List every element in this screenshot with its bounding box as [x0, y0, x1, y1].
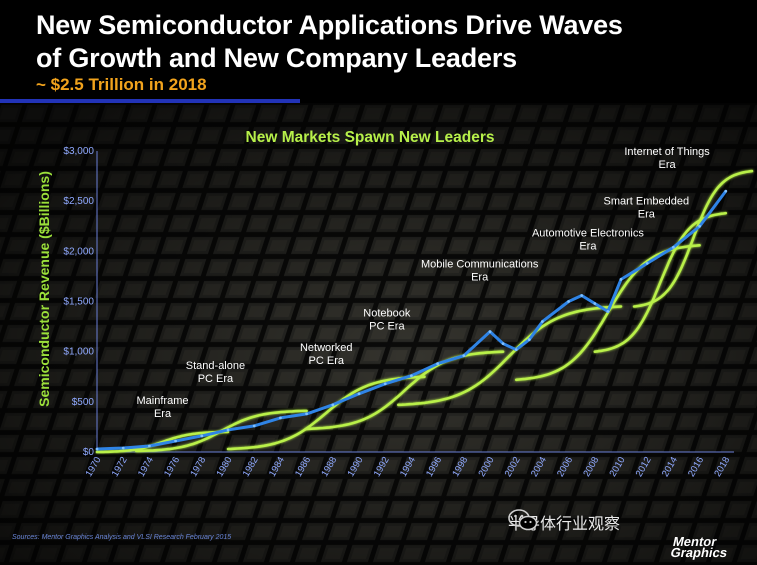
era-curve — [305, 350, 505, 431]
era-label: Networked PC Era — [300, 342, 353, 367]
revenue-point — [200, 434, 204, 438]
revenue-point — [174, 439, 178, 443]
revenue-point — [305, 412, 308, 416]
y-axis-label: Semiconductor Revenue ($Billions) — [36, 171, 52, 407]
revenue-point — [436, 362, 439, 366]
source-note: Sources: Mentor Graphics Analysis and VL… — [12, 534, 232, 541]
revenue-point — [148, 444, 151, 448]
revenue-point — [593, 302, 597, 305]
slide-subtitle: ~ $2.5 Trillion in 2018 — [36, 75, 207, 94]
revenue-point — [488, 330, 492, 333]
slide-title-line-1: New Semiconductor Applications Drive Wav… — [36, 10, 623, 40]
y-tick-label: $2,000 — [63, 246, 94, 257]
era-curve — [632, 169, 754, 308]
y-tick-label: $500 — [72, 397, 95, 408]
y-tick-labels: $0 $500 $1,000 $1,500 $2,000 $2,500 $3,000 — [63, 146, 94, 458]
revenue-point — [606, 310, 610, 313]
era-label: Smart Embedded Era — [603, 195, 689, 220]
era-label: Automotive Electronics Era — [532, 228, 644, 253]
revenue-point — [645, 261, 649, 265]
era-label: Stand-alone PC Era — [186, 360, 245, 385]
axes — [96, 151, 734, 453]
accent-rule — [0, 99, 300, 103]
revenue-point — [541, 320, 544, 323]
revenue-point — [527, 338, 531, 342]
revenue-point — [698, 224, 701, 228]
era-label: Notebook PC Era — [363, 307, 411, 332]
revenue-point — [462, 354, 466, 358]
slide-title-line-2: of Growth and New Company Leaders — [36, 43, 517, 73]
chart-title: New Markets Spawn New Leaders — [246, 129, 495, 146]
revenue-point — [331, 403, 335, 407]
revenue-point — [95, 447, 99, 451]
revenue-point — [514, 348, 518, 352]
y-tick-label: $0 — [83, 447, 95, 458]
chart: $0$500$1,000$1,500$2,000$2,500$3,000 197… — [0, 103, 757, 565]
era-label: Internet of Things Era — [624, 146, 710, 171]
revenue-point — [724, 189, 728, 193]
revenue-point — [567, 300, 570, 303]
brand-line-2: Graphics — [669, 545, 729, 560]
watermark: 半导体行业观察 — [508, 509, 620, 535]
era-label: Mobile Communications Era — [421, 259, 539, 284]
revenue-series — [95, 189, 728, 451]
revenue-point — [279, 416, 282, 420]
background-vignette — [0, 103, 757, 565]
revenue-point — [619, 278, 623, 281]
y-tick-label: $2,500 — [63, 196, 94, 207]
era-curve — [226, 375, 426, 451]
era-label: Mainframe Era — [137, 395, 189, 420]
revenue-point — [226, 428, 230, 432]
revenue-point — [410, 374, 413, 378]
era-labels: Mainframe Era Stand-alone PC Era Networked PC… — [137, 146, 711, 420]
revenue-point — [672, 245, 675, 249]
y-tick-label: $1,500 — [63, 297, 94, 308]
y-tick-label: $3,000 — [63, 146, 94, 157]
era-curve — [396, 305, 623, 407]
revenue-point — [383, 382, 387, 386]
y-tick-label: $1,000 — [63, 347, 94, 358]
wechat-icon — [508, 509, 538, 531]
mentor-graphics-logo: Mentor Graphics — [669, 534, 749, 560]
chart-area: $0 $500 $1,000 $1,500 $2,000 $2,500 $3,000 197… — [0, 103, 757, 565]
revenue-point — [121, 446, 125, 450]
revenue-point — [357, 392, 361, 396]
slide-header: New Semiconductor Applications Drive Wav… — [0, 0, 757, 103]
revenue-point — [501, 342, 505, 346]
revenue-point — [252, 424, 256, 428]
revenue-point — [580, 294, 584, 297]
